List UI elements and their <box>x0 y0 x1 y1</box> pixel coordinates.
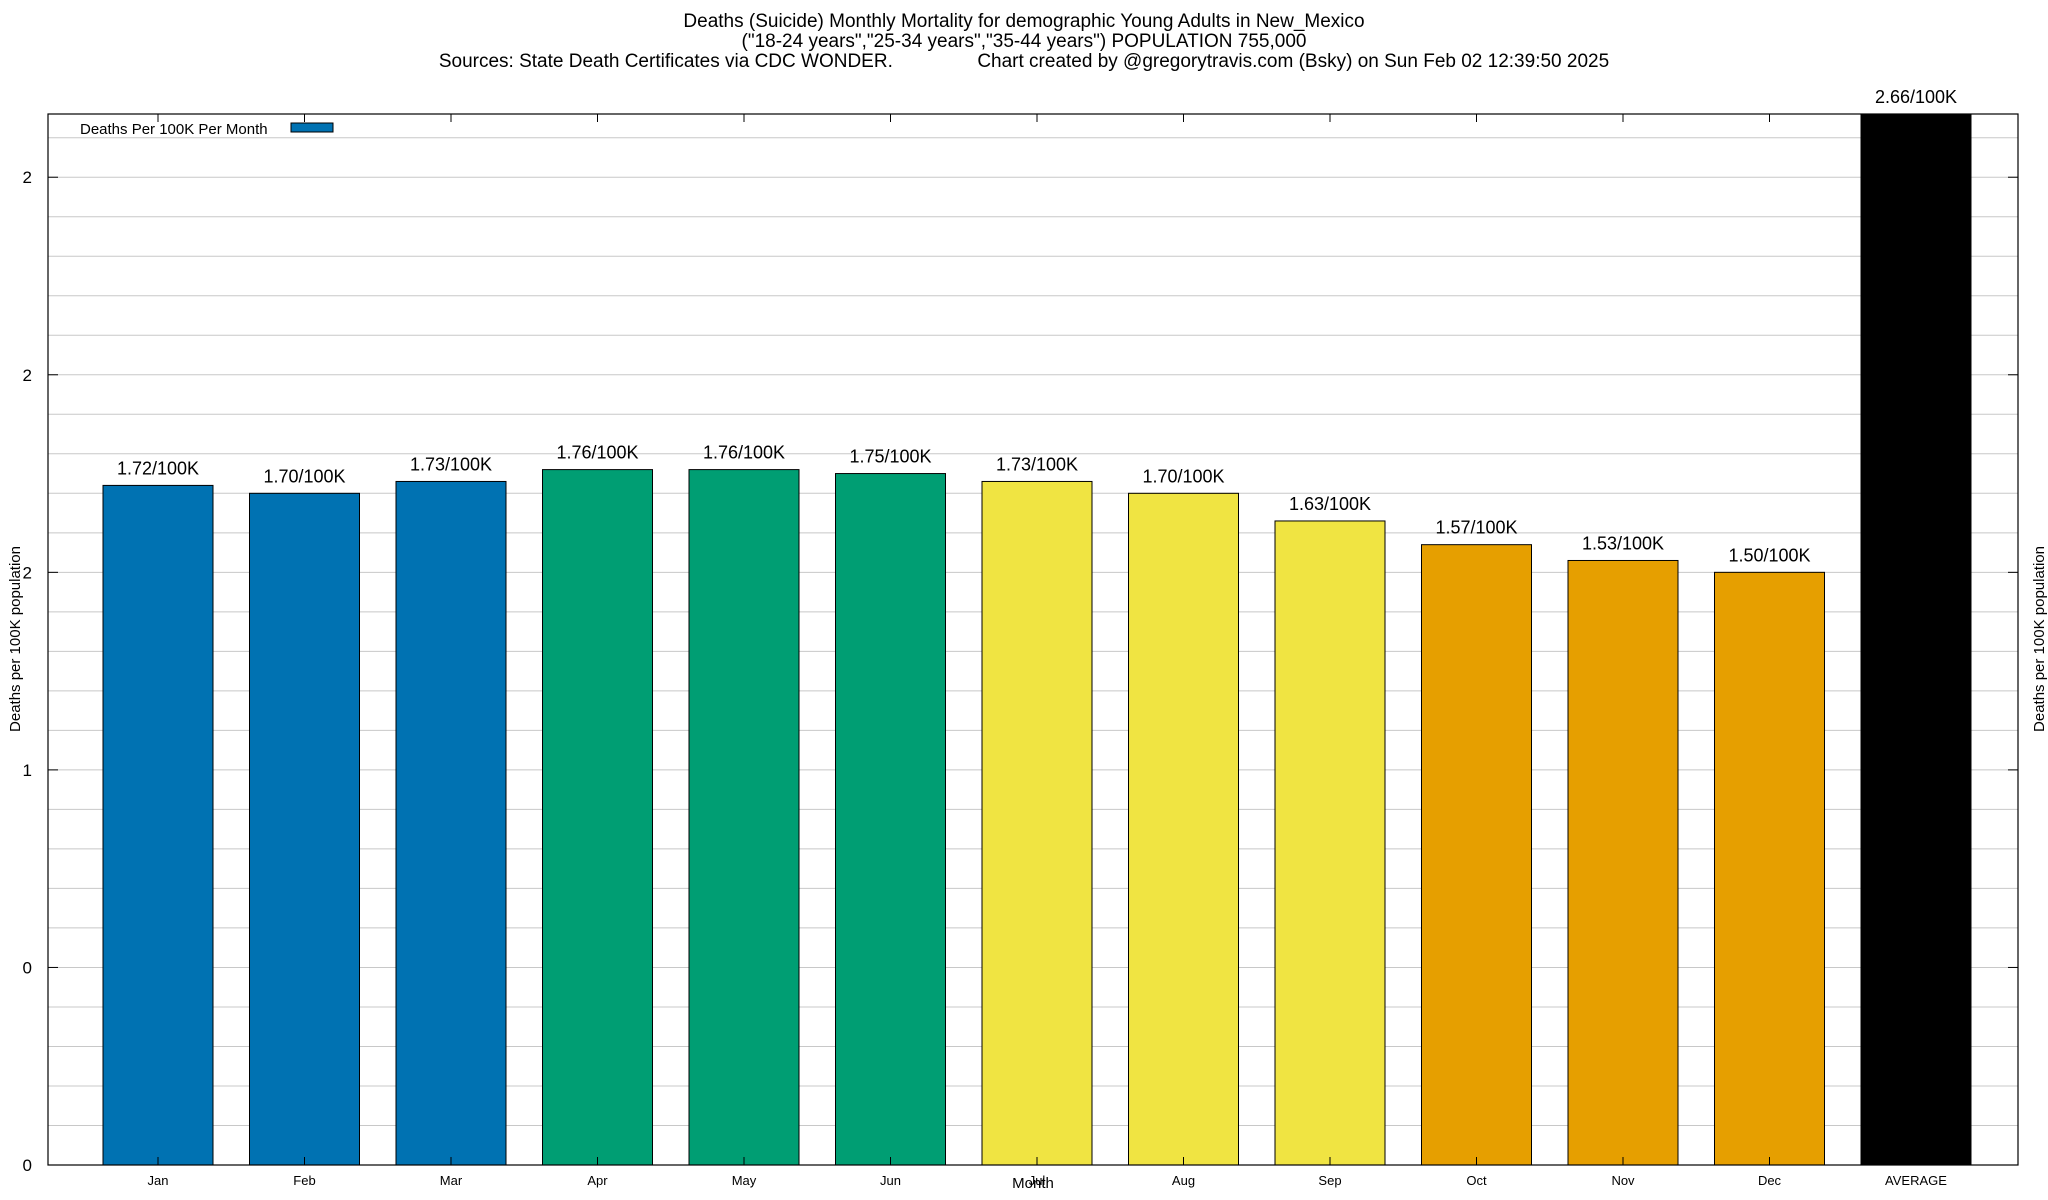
legend-swatch <box>290 122 334 133</box>
data-label: 1.75/100K <box>849 447 931 467</box>
y-tick-label: 0 <box>23 958 32 977</box>
data-label: 1.73/100K <box>996 454 1078 474</box>
data-label: 1.57/100K <box>1435 518 1517 538</box>
x-tick-label: Apr <box>587 1173 608 1188</box>
data-label: 1.73/100K <box>410 454 492 474</box>
y-tick-label: 1 <box>23 761 32 780</box>
x-tick-label: Jun <box>880 1173 901 1188</box>
bar-dec <box>1714 571 1825 1166</box>
labels: 0 0 1 2 2 2 Jan 1.72/100K Feb 1.70/100K Mar 1.73/10… <box>23 87 1958 1188</box>
x-tick-label: Jan <box>148 1173 169 1188</box>
x-tick-label: Mar <box>440 1173 463 1188</box>
data-label: 2.66/100K <box>1875 87 1957 107</box>
x-tick-label: Feb <box>293 1173 315 1188</box>
x-tick-label: Aug <box>1172 1173 1195 1188</box>
x-axis-title: Month <box>1012 1175 1054 1192</box>
bar-oct <box>1421 544 1532 1166</box>
x-tick-label: Nov <box>1611 1173 1635 1188</box>
bar-apr <box>542 469 653 1166</box>
bar-jun <box>835 473 946 1166</box>
chart-titles: Deaths (Suicide) Monthly Mortality for d… <box>0 12 2048 72</box>
bar-nov <box>1567 559 1679 1166</box>
legend-label: Deaths Per 100K Per Month <box>80 121 268 138</box>
x-tick-label: Sep <box>1318 1173 1341 1188</box>
axis-ticks <box>48 114 2018 1166</box>
bar-may <box>688 469 800 1166</box>
data-label: 1.76/100K <box>556 443 638 463</box>
y-axis-title-left: Deaths per 100K population <box>7 546 24 732</box>
plot-frame <box>47 113 2019 1166</box>
bar-jul <box>981 480 1093 1166</box>
y-axis-title-right: Deaths per 100K population <box>2031 546 2048 732</box>
chart-title: Deaths (Suicide) Monthly Mortality for d… <box>683 11 1365 32</box>
bars <box>102 113 1972 1166</box>
x-tick-label: AVERAGE <box>1885 1173 1947 1188</box>
bar-feb <box>249 492 360 1166</box>
data-label: 1.50/100K <box>1728 545 1810 565</box>
y-tick-label: 2 <box>23 168 32 187</box>
x-tick-label: May <box>732 1173 757 1188</box>
y-tick-label: 0 <box>23 1156 32 1175</box>
y-tick-label: 2 <box>23 563 32 582</box>
bar-mar <box>395 480 507 1166</box>
bar-average <box>1860 113 1972 1166</box>
bar-aug <box>1128 492 1239 1166</box>
bar-jan <box>102 484 214 1166</box>
legend: Deaths Per 100K Per Month <box>80 121 334 138</box>
data-label: 1.76/100K <box>703 443 785 463</box>
y-tick-label: 2 <box>23 366 32 385</box>
chart-subtitle: ("18-24 years","25-34 years","35-44 year… <box>741 31 1307 52</box>
data-label: 1.70/100K <box>263 466 345 486</box>
data-label: 1.53/100K <box>1582 533 1664 553</box>
bar-sep <box>1274 520 1386 1166</box>
data-label: 1.72/100K <box>117 458 199 478</box>
x-tick-label: Dec <box>1758 1173 1782 1188</box>
x-tick-label: Oct <box>1466 1173 1487 1188</box>
chart-sources: Sources: State Death Certificates via CD… <box>438 51 1610 72</box>
data-label: 1.63/100K <box>1289 494 1371 514</box>
data-label: 1.70/100K <box>1142 466 1224 486</box>
x-tick-label: Jul <box>1029 1173 1046 1188</box>
